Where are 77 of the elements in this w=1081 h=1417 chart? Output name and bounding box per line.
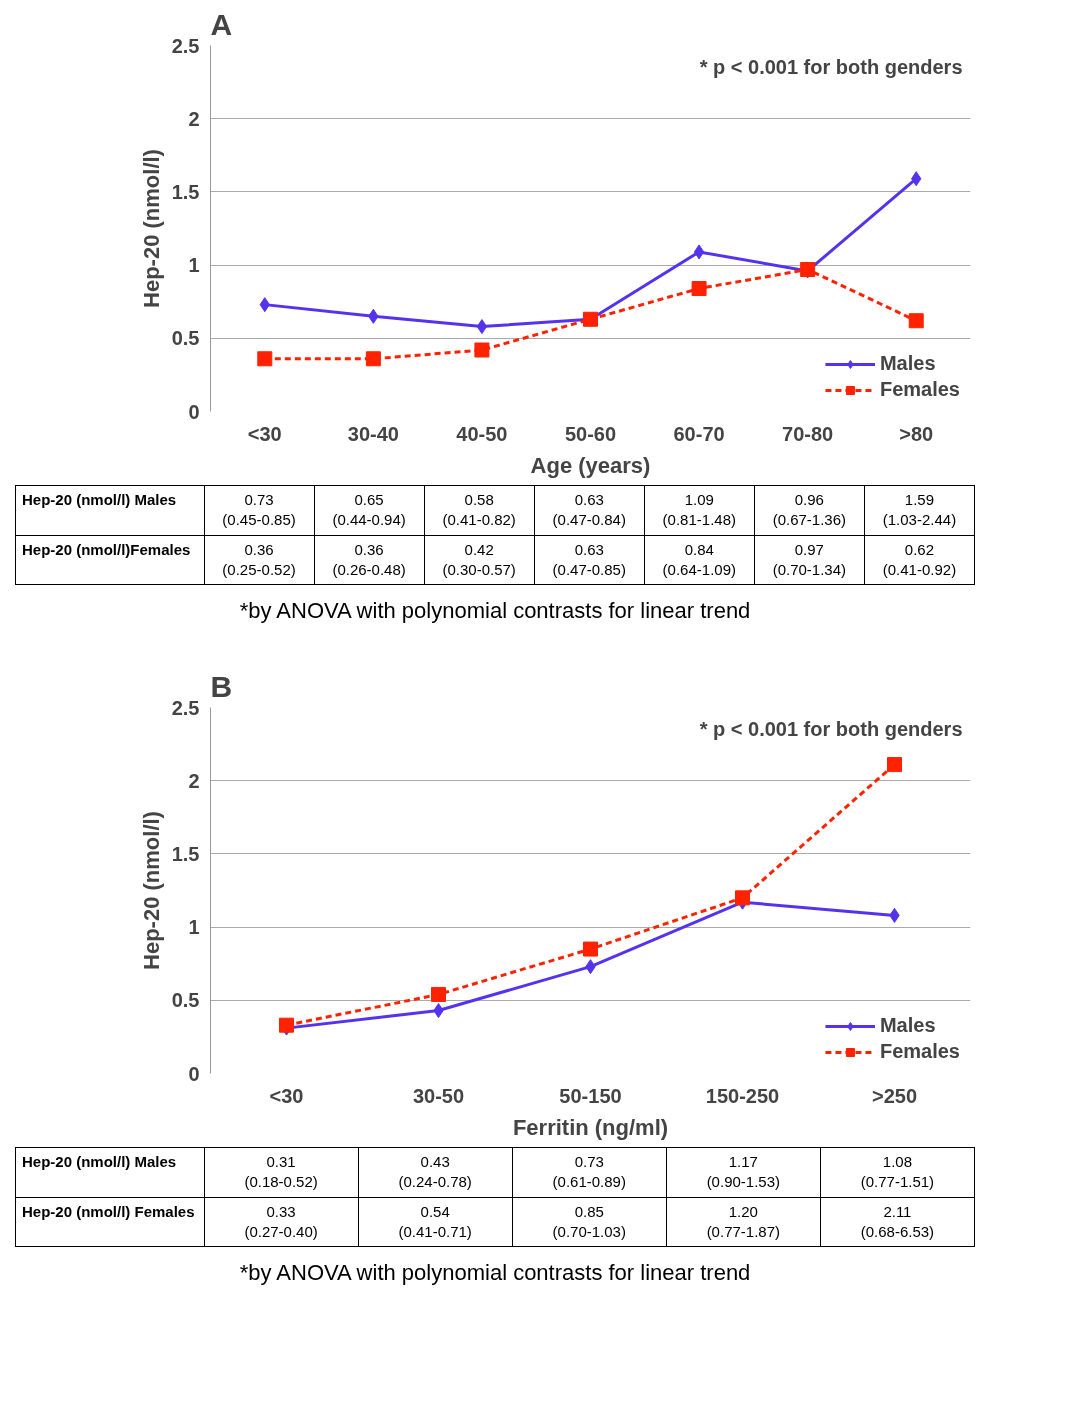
y-tick-label: 1	[188, 916, 200, 939]
x-tick-label: 30-50	[412, 1084, 465, 1107]
data-label: 0.85 (0.70-1.03)	[512, 1197, 667, 1247]
y-tick-label: 2.5	[171, 34, 200, 57]
point	[691, 281, 707, 297]
y-axis-title: Hep-20 (nmol/l)	[138, 149, 164, 308]
legend-label: Females	[879, 1040, 960, 1063]
data-label: 0.63 (0.47-0.85)	[534, 535, 645, 585]
chart-title: B	[210, 669, 233, 703]
y-tick-label: 2	[188, 107, 200, 130]
x-axis-title: Age (years)	[530, 452, 651, 478]
point	[257, 351, 273, 367]
data-label: 1.09 (0.81-1.48)	[644, 485, 755, 535]
y-tick-label: 0.5	[171, 327, 200, 350]
x-tick-label: 150-250	[705, 1084, 780, 1107]
point	[908, 313, 924, 329]
data-label: 0.54 (0.41-0.71)	[358, 1197, 513, 1247]
data-label: 0.43 (0.24-0.78)	[358, 1147, 513, 1197]
y-tick-label: 0	[188, 400, 200, 423]
annotation: * p < 0.001 for both genders	[699, 55, 963, 78]
point	[583, 941, 598, 957]
x-tick-label: 50-60	[564, 422, 617, 445]
text: Hep-20 (nmol/l) Females	[15, 1197, 205, 1247]
data-label: 2.11 (0.68-6.53)	[820, 1197, 975, 1247]
data-label: 0.96 (0.67-1.36)	[754, 485, 865, 535]
legend-label: Males	[879, 352, 936, 375]
data-label: 0.63 (0.47-0.84)	[534, 485, 645, 535]
x-tick-label: >80	[899, 422, 934, 445]
point	[474, 342, 490, 358]
data-label: 0.36 (0.26-0.48)	[314, 535, 425, 585]
point	[431, 986, 446, 1002]
y-tick-label: 1.5	[171, 842, 200, 865]
x-tick-label: 60-70	[673, 422, 725, 445]
text: Hep-20 (nmol/l) Males	[15, 1147, 205, 1197]
point	[476, 319, 488, 335]
point	[887, 757, 902, 773]
chart-title: A	[210, 7, 233, 41]
point	[735, 890, 750, 906]
data-label: 0.84 (0.64-1.09)	[644, 535, 755, 585]
x-tick-label: 30-40	[347, 422, 399, 445]
data-label: 0.58 (0.41-0.82)	[424, 485, 535, 535]
data-label: 1.59 (1.03-2.44)	[864, 485, 975, 535]
y-tick-label: 1.5	[171, 180, 200, 203]
data-label: 0.36 (0.25-0.52)	[204, 535, 315, 585]
y-tick-label: 1	[188, 254, 200, 277]
x-tick-label: <30	[269, 1084, 304, 1107]
x-tick-label: 70-80	[782, 422, 834, 445]
data-label: 0.33 (0.27-0.40)	[204, 1197, 359, 1247]
point	[693, 244, 705, 260]
y-axis-title: Hep-20 (nmol/l)	[138, 811, 164, 970]
text: *by ANOVA with polynomial contrasts for linear trend	[238, 597, 752, 625]
data-label: 0.73 (0.61-0.89)	[512, 1147, 667, 1197]
x-tick-label: 40-50	[456, 422, 508, 445]
data-label: 0.73 (0.45-0.85)	[204, 485, 315, 535]
legend-label: Males	[879, 1014, 936, 1037]
data-label: 0.42 (0.30-0.57)	[424, 535, 535, 585]
y-tick-label: 2.5	[171, 696, 200, 719]
point	[365, 351, 381, 367]
x-axis-title: Ferritin (ng/ml)	[512, 1114, 669, 1140]
text: *by ANOVA with polynomial contrasts for linear trend	[238, 1259, 752, 1287]
x-tick-label: >250	[871, 1084, 918, 1107]
data-label: 1.17 (0.90-1.53)	[666, 1147, 821, 1197]
text: Hep-20 (nmol/l)Females	[15, 535, 205, 585]
data-label: 0.31 (0.18-0.52)	[204, 1147, 359, 1197]
legend-label: Females	[879, 378, 960, 401]
data-label: 0.97 (0.70-1.34)	[754, 535, 865, 585]
data-label: 0.65 (0.44-0.94)	[314, 485, 425, 535]
y-tick-label: 2	[188, 769, 200, 792]
y-tick-label: 0.5	[171, 989, 200, 1012]
y-tick-label: 0	[188, 1062, 200, 1085]
data-label: 1.20 (0.77-1.87)	[666, 1197, 821, 1247]
x-tick-label: 50-150	[559, 1084, 622, 1107]
text: Hep-20 (nmol/l) Males	[15, 485, 205, 535]
annotation: * p < 0.001 for both genders	[699, 717, 963, 740]
data-label: 1.08 (0.77-1.51)	[820, 1147, 975, 1197]
x-tick-label: <30	[247, 422, 282, 445]
data-label: 0.62 (0.41-0.92)	[864, 535, 975, 585]
